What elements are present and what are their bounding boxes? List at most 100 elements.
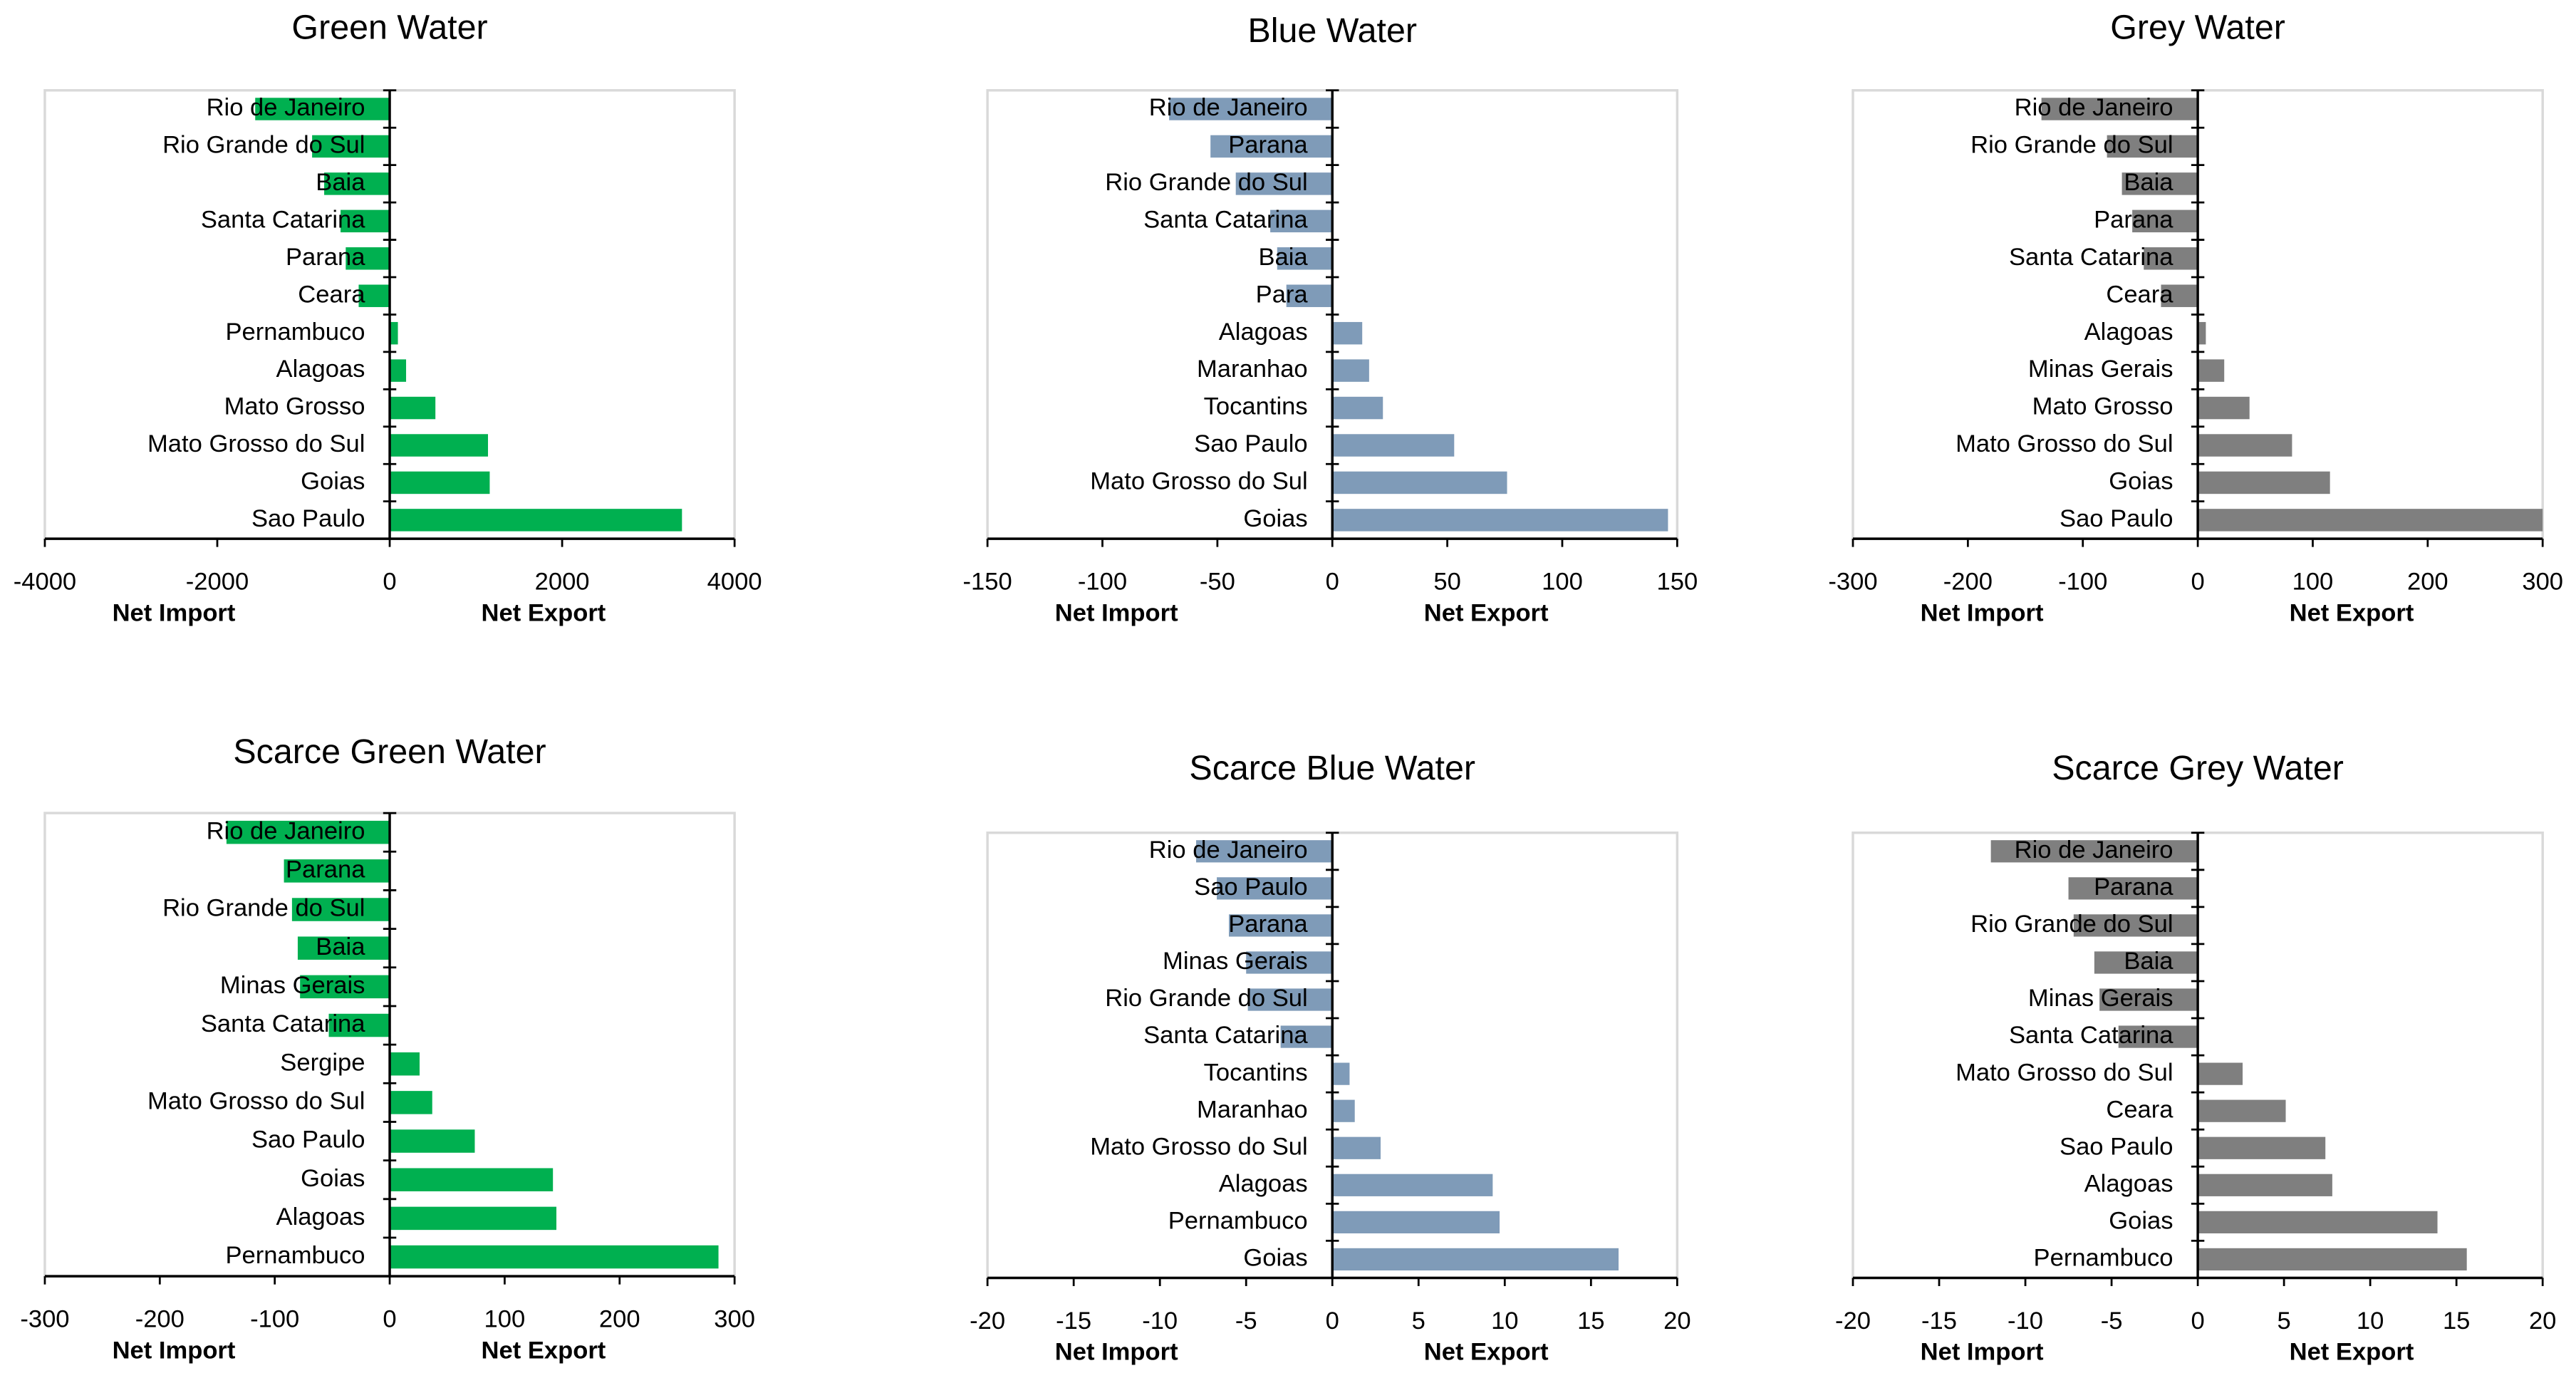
x-tick-label: 0 [2191, 1307, 2204, 1335]
axis-annotation: Net Export [1424, 1339, 1549, 1366]
bar [300, 975, 390, 999]
x-tick-label: -20 [1835, 1307, 1871, 1335]
bar [1280, 1025, 1333, 1048]
bar [390, 1052, 420, 1076]
bar [346, 247, 390, 270]
category-label: Mato Grosso do Sul [1956, 1059, 2173, 1086]
bar [1332, 1099, 1355, 1122]
bar [1169, 98, 1333, 120]
bar [1332, 1136, 1381, 1159]
category-label: Parana [2094, 874, 2174, 901]
x-tick-label: -20 [970, 1307, 1005, 1335]
bar [390, 396, 436, 420]
x-tick-label: -150 [963, 568, 1012, 595]
bar [390, 1245, 719, 1269]
chart-title: Green Water [291, 8, 487, 46]
x-tick-label: 0 [1326, 1307, 1339, 1335]
bar [2198, 359, 2225, 382]
axis-annotation: Net Import [1055, 1339, 1178, 1366]
x-tick-label: -100 [2058, 568, 2107, 595]
category-label: Baia [2124, 169, 2174, 196]
category-label: Ceara [2106, 1096, 2174, 1123]
bar [1229, 914, 1333, 937]
category-label: Santa Catarina [1143, 1022, 1308, 1049]
bar [1235, 172, 1333, 195]
bar [390, 1206, 557, 1231]
bar [2041, 98, 2198, 120]
category-label: Santa Catarina [201, 206, 365, 233]
bar [1196, 840, 1333, 863]
category-label: Santa Catarina [2009, 244, 2174, 271]
x-tick-label: 20 [1663, 1307, 1690, 1335]
x-tick-label: -5 [2101, 1307, 2123, 1335]
axis-annotation: Net Export [2290, 1339, 2414, 1366]
bar [2094, 951, 2198, 974]
bar [1246, 951, 1333, 974]
bar [2073, 914, 2198, 937]
category-label: Rio Grande do Sul [1970, 132, 2173, 159]
category-label: Baia [1258, 244, 1308, 271]
category-label: Mato Grosso [2032, 393, 2174, 420]
bar [1277, 247, 1333, 270]
bar [390, 1129, 475, 1153]
chart-title: Scarce Green Water [233, 732, 546, 771]
x-tick-label: -5 [1235, 1307, 1257, 1335]
x-tick-label: 50 [1433, 568, 1460, 595]
bar [390, 1168, 554, 1191]
bar [2198, 321, 2206, 345]
bar [284, 859, 390, 883]
x-tick-label: 5 [1412, 1307, 1425, 1335]
bar [2132, 209, 2198, 233]
bar [2107, 135, 2198, 158]
bar [1990, 840, 2198, 863]
bar [2198, 1062, 2243, 1085]
bar [390, 509, 682, 532]
category-label: Alagoas [276, 1203, 365, 1231]
x-tick-label: 100 [1542, 568, 1583, 595]
bar [2198, 1211, 2438, 1233]
bar [1332, 1248, 1619, 1271]
x-tick-label: 100 [2292, 568, 2334, 595]
category-label: Para [1256, 281, 1309, 308]
axis-annotation: Net Export [1424, 599, 1549, 626]
category-label: Baia [316, 933, 365, 960]
chart-title: Scarce Grey Water [2052, 749, 2344, 787]
category-label: Rio de Janeiro [207, 817, 365, 844]
bar [1332, 359, 1369, 382]
category-label: Rio de Janeiro [1149, 94, 1308, 121]
x-tick-label: -300 [20, 1306, 69, 1333]
x-tick-label: 300 [2522, 568, 2563, 595]
x-tick-label: 150 [1657, 568, 1698, 595]
x-tick-label: 15 [2443, 1307, 2470, 1335]
category-label: Tocantins [1204, 1059, 1308, 1086]
category-label: Pernambuco [225, 1242, 365, 1269]
bar [2121, 172, 2198, 195]
axis-annotation: Net Export [482, 1337, 606, 1364]
category-label: Parana [1228, 911, 1308, 938]
x-tick-label: 2000 [535, 568, 590, 595]
category-label: Rio Grande do Sul [162, 895, 365, 922]
bar [1332, 321, 1363, 345]
bar [390, 1091, 432, 1114]
category-label: Mato Grosso [224, 393, 365, 420]
x-tick-label: 10 [2357, 1307, 2384, 1335]
x-tick-label: 0 [383, 568, 396, 595]
bar [297, 936, 390, 960]
category-label: Alagoas [1219, 318, 1308, 346]
category-label: Goias [2109, 468, 2173, 495]
x-tick-label: 4000 [707, 568, 762, 595]
category-label: Rio de Janeiro [2015, 836, 2174, 864]
x-tick-label: 15 [1577, 1307, 1604, 1335]
chart-title: Scarce Blue Water [1189, 749, 1475, 787]
bar [2144, 247, 2198, 270]
x-tick-label: 0 [2191, 568, 2204, 595]
category-label: Mato Grosso do Sul [1956, 430, 2173, 457]
category-label: Sao Paulo [251, 505, 365, 532]
bar [1286, 284, 1333, 307]
bar [341, 209, 390, 233]
bar [328, 1013, 390, 1037]
x-tick-label: 300 [714, 1306, 755, 1333]
category-label: Baia [316, 169, 365, 196]
bar [390, 471, 490, 494]
